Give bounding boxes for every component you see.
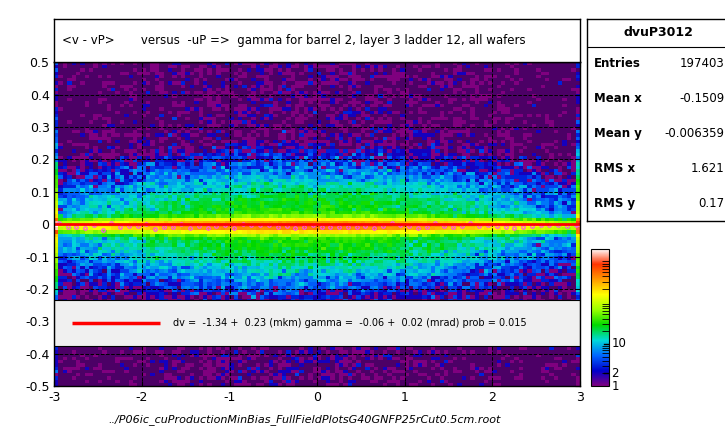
Text: -0.006359: -0.006359 [664, 127, 724, 140]
Text: Mean y: Mean y [594, 127, 642, 140]
Text: RMS y: RMS y [594, 197, 635, 210]
Text: <v - vP>       versus  -uP =>  gamma for barrel 2, layer 3 ladder 12, all wafers: <v - vP> versus -uP => gamma for barrel … [62, 34, 526, 47]
Text: 1.621: 1.621 [691, 162, 724, 175]
Text: dv =  -1.34 +  0.23 (mkm) gamma =  -0.06 +  0.02 (mrad) prob = 0.015: dv = -1.34 + 0.23 (mkm) gamma = -0.06 + … [173, 318, 526, 328]
Text: Mean x: Mean x [594, 92, 642, 106]
Text: dvuP3012: dvuP3012 [623, 27, 693, 39]
Text: -0.1509: -0.1509 [679, 92, 724, 106]
Text: 0.17: 0.17 [698, 197, 724, 210]
Text: 1: 1 [611, 380, 618, 393]
Text: Entries: Entries [594, 57, 641, 70]
Text: 10: 10 [611, 338, 626, 350]
Text: 2: 2 [611, 367, 618, 380]
Text: 197403: 197403 [679, 57, 724, 70]
Text: RMS x: RMS x [594, 162, 635, 175]
Text: ../P06ic_cuProductionMinBias_FullFieldPlotsG40GNFP25rCut0.5cm.root: ../P06ic_cuProductionMinBias_FullFieldPl… [108, 414, 501, 425]
Bar [54, 300, 580, 346]
